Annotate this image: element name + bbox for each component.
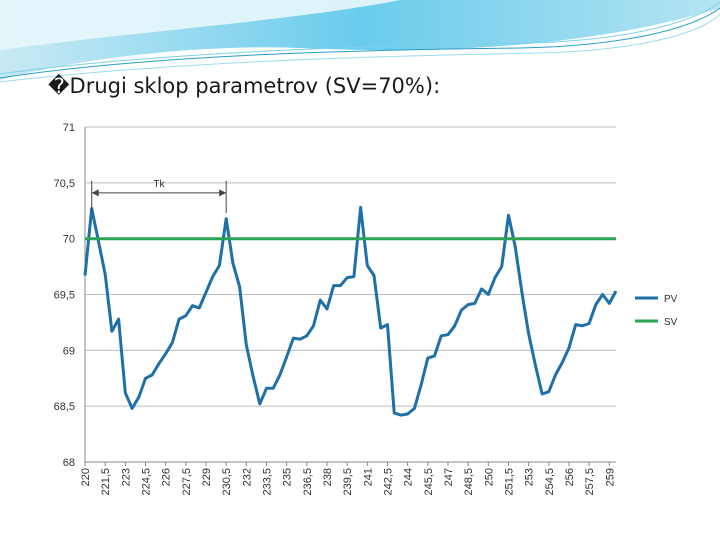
x-tick-label: 227,5 [181,468,193,496]
tk-label: Tk [153,179,165,190]
x-tick-label: 257,5 [584,468,596,496]
x-tick-label: 251,5 [503,468,515,496]
x-tick-label: 220 [80,468,92,486]
x-tick-label: 232 [241,468,253,486]
x-tick-label: 233,5 [261,468,273,496]
x-tick-label: 248,5 [463,468,475,496]
y-tick-label: 70,5 [54,178,75,190]
x-tick-label: 221,5 [100,468,112,496]
x-tick-label: 236,5 [302,468,314,496]
x-tick-label: 242,5 [382,468,394,496]
x-tick-label: 224,5 [140,468,152,496]
x-tick-label: 223 [120,468,132,486]
x-tick-label: 244 [403,468,415,486]
legend-label-pv: PV [664,294,678,305]
x-tick-label: 235 [282,468,294,486]
y-tick-label: 69 [63,345,75,357]
x-tick-label: 256 [564,468,576,486]
x-tick-label: 239,5 [342,468,354,496]
slide-title: �Drugi sklop parametrov (SV=70%): [48,74,440,98]
x-tick-label: 238 [322,468,334,486]
y-tick-label: 71 [63,122,75,134]
x-tick-label: 241 [362,468,374,486]
y-tick-label: 70 [63,234,75,246]
x-tick-label: 253 [524,468,536,486]
y-tick-label: 68 [63,457,75,469]
x-tick-label: 226 [161,468,173,486]
x-tick-label: 254,5 [544,468,556,496]
x-tick-label: 230,5 [221,468,233,496]
x-tick-label: 229 [201,468,213,486]
y-tick-label: 68,5 [54,401,75,413]
x-tick-label: 250 [483,468,495,486]
y-tick-label: 69,5 [54,290,75,302]
line-chart: 71 70,5 70 69,5 69 68,5 68 220 221,5 223 224,5 226 2… [38,113,690,505]
x-tick-label: 245,5 [423,468,435,496]
x-tick-label: 259 [604,468,616,486]
x-tick-label: 247 [443,468,455,486]
legend-label-sv: SV [664,317,678,328]
chart-background [38,113,690,505]
